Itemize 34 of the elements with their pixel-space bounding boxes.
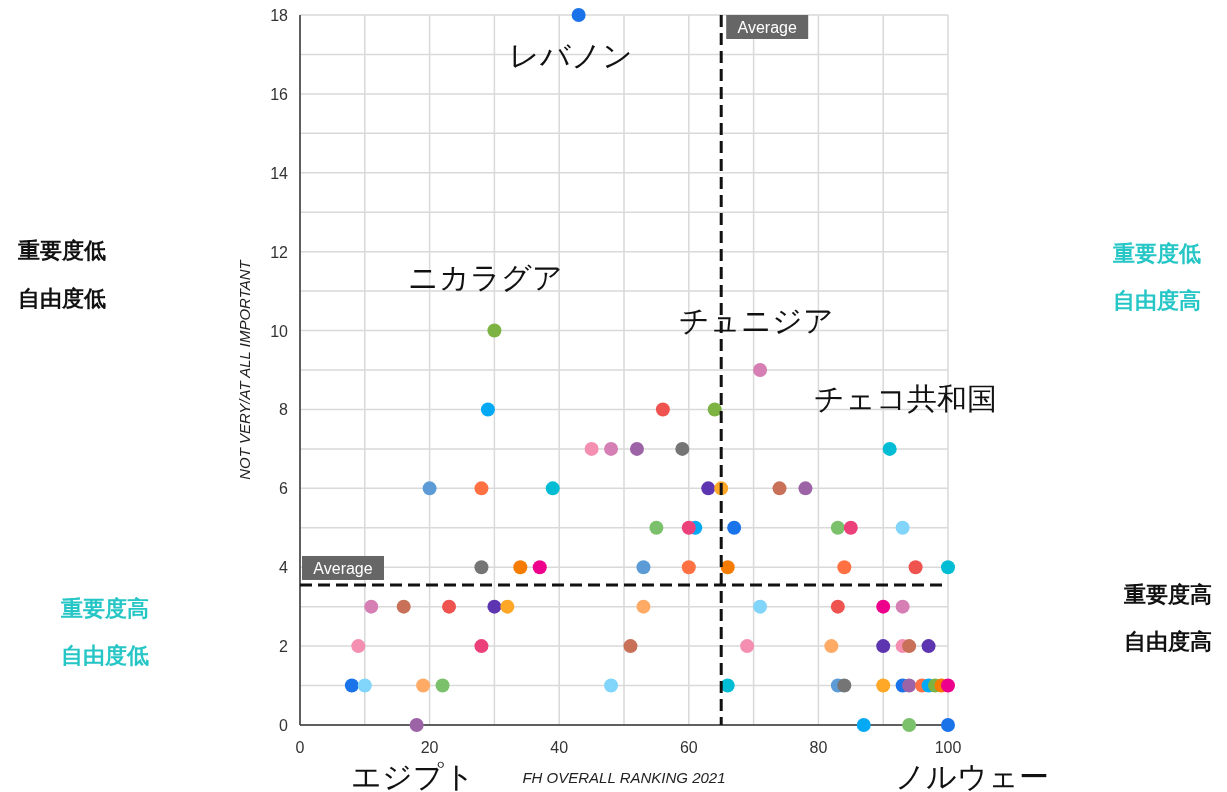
annotation: チュニジア (678, 304, 834, 337)
text: 自由度高 (1113, 288, 1201, 313)
x-tick-label: 40 (550, 739, 569, 756)
ref-line-label: Average (313, 559, 373, 577)
x-tick-label: 80 (809, 739, 828, 756)
y-tick-label: 8 (279, 401, 289, 419)
y-tick-label: 10 (270, 322, 289, 340)
text: 重要度高 (1123, 582, 1212, 607)
x-axis-title: FH OVERALL RANKING 2021 (522, 769, 726, 786)
x-tick-label: 20 (420, 739, 439, 756)
y-axis-title: NOT VERY/AT ALL IMPORTANT (236, 258, 253, 480)
y-tick-label: 4 (279, 559, 289, 577)
y-tick-label: 18 (270, 7, 289, 24)
annotation: ニカラグア (407, 260, 563, 294)
text: 重要度低 (1112, 241, 1201, 266)
annotation: チェコ共和国 (814, 381, 998, 415)
y-tick-label: 14 (270, 164, 289, 182)
text: 重要度低 (17, 238, 106, 263)
text: 自由度低 (18, 286, 106, 311)
x-tick-label: 0 (295, 739, 305, 756)
y-tick-label: 16 (270, 85, 289, 103)
y-tick-label: 6 (279, 480, 289, 498)
y-tick-label: 0 (279, 717, 289, 734)
x-tick-label: 60 (679, 739, 698, 756)
annotation: エジプト (350, 760, 475, 792)
text: 自由度高 (1124, 629, 1212, 654)
x-tick-label: 100 (934, 739, 962, 756)
text: 自由度低 (61, 643, 149, 668)
y-tick-label: 12 (270, 243, 289, 261)
annotation: ノルウェー (895, 760, 1049, 792)
y-tick-label: 2 (279, 638, 289, 656)
text: 重要度高 (60, 596, 149, 621)
annotation: レバノン (508, 39, 633, 72)
ref-line-label: Average (737, 19, 797, 36)
